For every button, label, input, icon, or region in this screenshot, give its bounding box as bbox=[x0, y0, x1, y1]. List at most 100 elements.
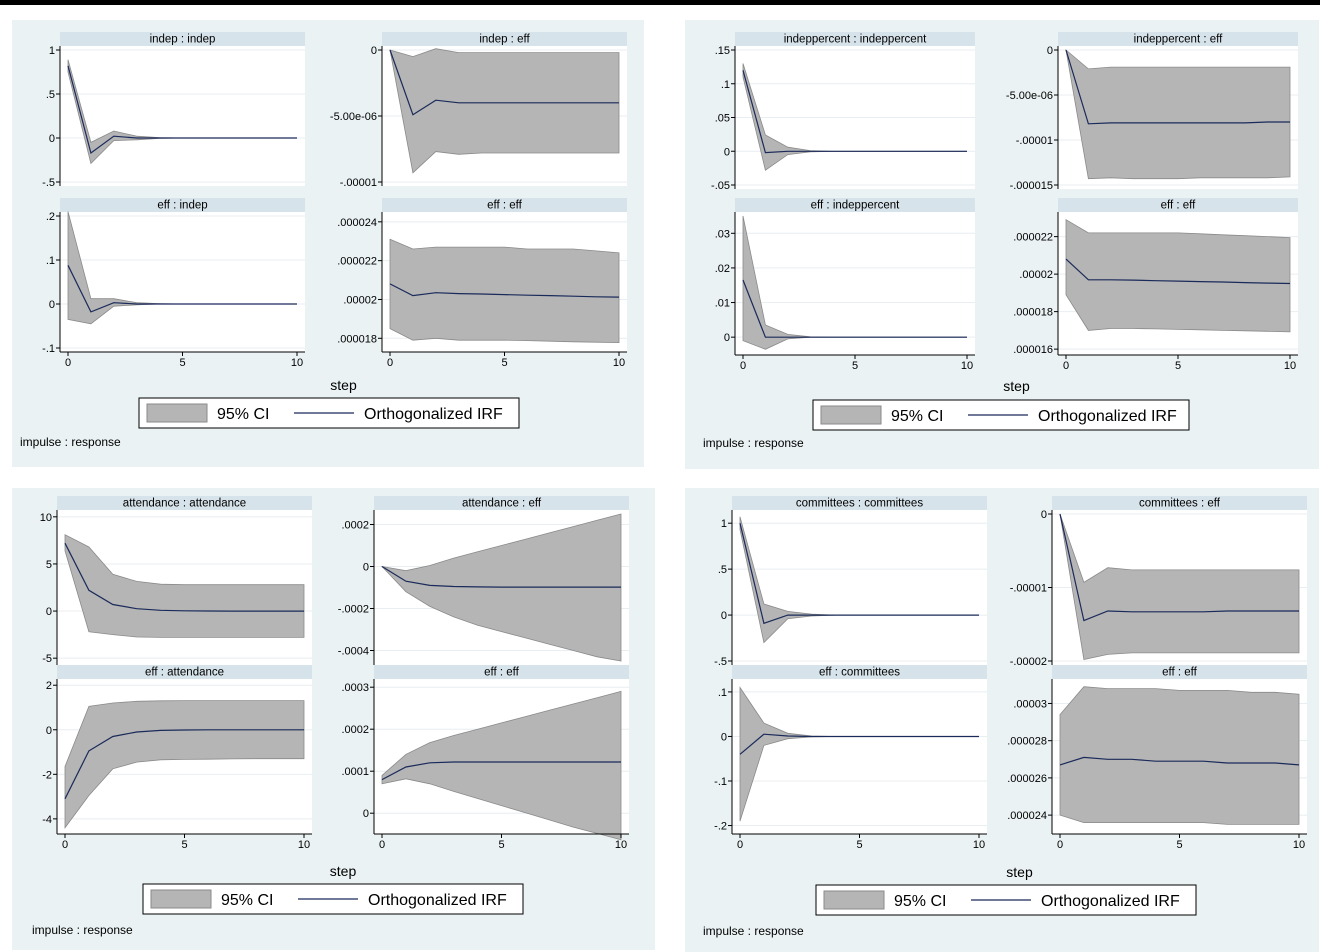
ci-band bbox=[1065, 219, 1291, 333]
irf-line bbox=[389, 49, 619, 116]
x-tick-label: 5 bbox=[1175, 360, 1181, 372]
y-tick-label: .000024 bbox=[1007, 810, 1047, 822]
subplot-strip bbox=[374, 496, 629, 510]
y-tick-label: -2 bbox=[42, 769, 52, 781]
y-tick-label: .000028 bbox=[1007, 736, 1047, 748]
y-tick-label: .5 bbox=[718, 564, 727, 576]
irf-figure-indep: indep : indep 1 .5 0 -.5 indep : eff 0 -5.00e-0… bbox=[12, 20, 644, 467]
y-tick-label: -.5 bbox=[42, 177, 55, 189]
y-tick-label: 0 bbox=[49, 299, 55, 311]
ci-band bbox=[64, 534, 305, 638]
subplot-title: eff : eff bbox=[1162, 667, 1198, 679]
impulse-response-note: impulse : response bbox=[32, 923, 133, 937]
y-tick-label: 0 bbox=[363, 562, 369, 574]
y-tick-label: .000022 bbox=[1013, 232, 1053, 244]
subplot: attendance : attendance 10 5 0 -5 bbox=[40, 496, 312, 665]
y-tick-label: .000018 bbox=[337, 333, 377, 345]
subplot: indeppercent : indeppercent .15 .1 .05 0 -.05 bbox=[711, 32, 975, 192]
irf-line bbox=[67, 65, 297, 155]
irf-figure-svg: indep : indep 1 .5 0 -.5 indep : eff 0 -5.00e-0… bbox=[20, 32, 627, 449]
legend-irf-label: Orthogonalized IRF bbox=[364, 406, 503, 423]
y-tick-label: -.00001 bbox=[1016, 135, 1053, 147]
legend-ci-label: 95% CI bbox=[891, 408, 943, 425]
plot-area bbox=[732, 510, 987, 665]
legend: 95% CI Orthogonalized IRF bbox=[815, 884, 1197, 916]
subplot-strip bbox=[1058, 198, 1298, 212]
subplot-title: indeppercent : indeppercent bbox=[784, 34, 927, 46]
subplot-strip bbox=[57, 665, 312, 679]
x-tick-label: 5 bbox=[181, 839, 187, 851]
y-tick-label: .05 bbox=[715, 113, 730, 125]
y-tick-label: .000022 bbox=[337, 256, 377, 268]
y-tick-label: -.5 bbox=[714, 656, 727, 668]
y-tick-label: .0002 bbox=[341, 724, 369, 736]
irf-line bbox=[381, 565, 621, 588]
y-tick-label: -.00002 bbox=[1010, 656, 1047, 668]
x-axis-title: step bbox=[330, 863, 357, 879]
x-tick-label: 5 bbox=[852, 360, 858, 372]
x-tick-label: 0 bbox=[740, 360, 746, 372]
irf-figure-svg: committees : committees1.50-.5committees… bbox=[703, 496, 1307, 938]
x-axis-title: step bbox=[1006, 864, 1033, 880]
ci-band bbox=[64, 700, 305, 830]
subplot-strip bbox=[735, 198, 975, 212]
y-tick-label: 0 bbox=[371, 45, 377, 57]
x-tick-label: 0 bbox=[737, 839, 743, 851]
x-tick-label: 10 bbox=[961, 360, 973, 372]
ci-band bbox=[389, 238, 620, 344]
subplot-strip bbox=[60, 32, 305, 46]
x-tick-label: 5 bbox=[1176, 839, 1182, 851]
y-tick-label: 0 bbox=[721, 731, 727, 743]
subplot-strip bbox=[1052, 496, 1307, 510]
x-tick-label: 0 bbox=[1063, 360, 1069, 372]
x-tick-label: 5 bbox=[856, 839, 862, 851]
y-tick-label: .1 bbox=[718, 687, 727, 699]
irf-line bbox=[742, 279, 967, 338]
subplot-title: eff : committees bbox=[819, 667, 900, 679]
impulse-response-note: impulse : response bbox=[703, 436, 804, 450]
y-tick-label: .0002 bbox=[341, 520, 369, 532]
subplot-title: eff : eff bbox=[1161, 200, 1197, 212]
x-tick-label: 5 bbox=[498, 839, 504, 851]
subplot: eff : committees .1 0 -.1 -.2 0 5 10 bbox=[714, 665, 987, 851]
y-tick-label: -.00001 bbox=[1010, 583, 1047, 595]
irf-line bbox=[742, 70, 967, 154]
legend: 95% CI Orthogonalized IRF bbox=[138, 397, 520, 429]
irf-line bbox=[64, 729, 304, 800]
subplot: eff : indeppercent .03 .02 .01 0 0 5 10 bbox=[715, 198, 975, 372]
subplot-title: attendance : eff bbox=[462, 498, 542, 510]
legend-ci-label: 95% CI bbox=[221, 892, 273, 909]
subplot: eff : eff .00003 .000028 .000026 .000024 0 5 10 bbox=[1007, 665, 1307, 851]
irf-line bbox=[1065, 49, 1290, 125]
irf-line bbox=[67, 265, 297, 313]
legend-ci-swatch bbox=[146, 403, 208, 423]
ci-band bbox=[1065, 48, 1291, 180]
subplot: eff : indep .2 .1 0 -.1 0 5 10 bbox=[42, 198, 305, 369]
y-tick-label: -.0004 bbox=[338, 646, 369, 658]
irf-line bbox=[381, 761, 621, 781]
irf-line bbox=[1059, 513, 1299, 622]
y-tick-label: 0 bbox=[721, 610, 727, 622]
x-axis-title: step bbox=[1003, 378, 1030, 394]
x-tick-label: 0 bbox=[62, 839, 68, 851]
subplot: attendance : eff .0002 0 -.0002 -.0004 bbox=[338, 496, 629, 665]
x-tick-label: 0 bbox=[387, 357, 393, 369]
irf-line bbox=[389, 283, 620, 298]
subplot: eff : eff .0003 .0002 .0001 0 0 5 10 bbox=[341, 665, 629, 851]
impulse-response-note: impulse : response bbox=[20, 435, 121, 449]
y-tick-label: .1 bbox=[46, 255, 55, 267]
x-tick-label: 0 bbox=[65, 357, 71, 369]
irf-line bbox=[1059, 756, 1300, 766]
y-tick-label: .0003 bbox=[341, 682, 369, 694]
x-tick-label: 10 bbox=[615, 839, 627, 851]
y-tick-label: .00003 bbox=[1013, 698, 1047, 710]
plot-area bbox=[732, 679, 987, 834]
y-tick-label: 0 bbox=[363, 808, 369, 820]
y-tick-label: -.1 bbox=[714, 776, 727, 788]
ci-band bbox=[381, 690, 622, 841]
y-tick-label: 1 bbox=[721, 518, 727, 530]
irf-figure-svg: indeppercent : indeppercent .15 .1 .05 0 -.05… bbox=[703, 32, 1298, 450]
subplot-strip bbox=[382, 32, 627, 46]
y-tick-label: .00002 bbox=[343, 294, 377, 306]
y-tick-label: 2 bbox=[46, 680, 52, 692]
